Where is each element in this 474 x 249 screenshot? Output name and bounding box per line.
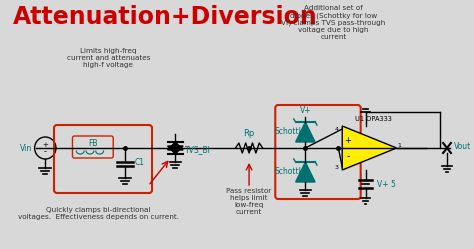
Text: V+: V+: [300, 106, 311, 115]
Text: FB: FB: [88, 138, 98, 147]
Polygon shape: [296, 122, 315, 142]
Text: Quickly clamps bi-directional
voltages.  Effectiveness depends on current.: Quickly clamps bi-directional voltages. …: [18, 207, 179, 220]
Text: +: +: [42, 142, 48, 148]
Text: V+ 5: V+ 5: [377, 180, 396, 188]
Text: Vin: Vin: [20, 143, 33, 152]
Text: TVS_BI: TVS_BI: [185, 145, 211, 154]
Text: 1: 1: [398, 142, 401, 147]
Polygon shape: [168, 146, 183, 154]
Polygon shape: [168, 142, 183, 150]
Text: C1: C1: [135, 158, 145, 167]
Polygon shape: [342, 126, 397, 170]
Text: Vout: Vout: [454, 141, 471, 150]
Text: Schottky: Schottky: [274, 127, 308, 136]
Text: U1 OPA333: U1 OPA333: [355, 116, 392, 122]
Text: Schottky: Schottky: [274, 167, 308, 176]
Text: +: +: [345, 135, 352, 144]
Text: Pass resistor
helps limit
low-freq
current: Pass resistor helps limit low-freq curre…: [227, 188, 272, 215]
Text: Rp: Rp: [244, 129, 255, 138]
Text: 3: 3: [334, 165, 338, 170]
Text: Limits high-freq
current and attenuates
high-f voltage: Limits high-freq current and attenuates …: [67, 48, 150, 68]
Text: 4: 4: [334, 126, 338, 131]
Text: -: -: [44, 147, 47, 157]
Polygon shape: [296, 162, 315, 182]
Text: Attenuation+Diversion: Attenuation+Diversion: [13, 5, 318, 29]
Text: Additional set of
diodes (Schottky for low
Vf) clamps TVS pass-through
voltage d: Additional set of diodes (Schottky for l…: [282, 5, 386, 40]
Text: -: -: [346, 151, 350, 161]
